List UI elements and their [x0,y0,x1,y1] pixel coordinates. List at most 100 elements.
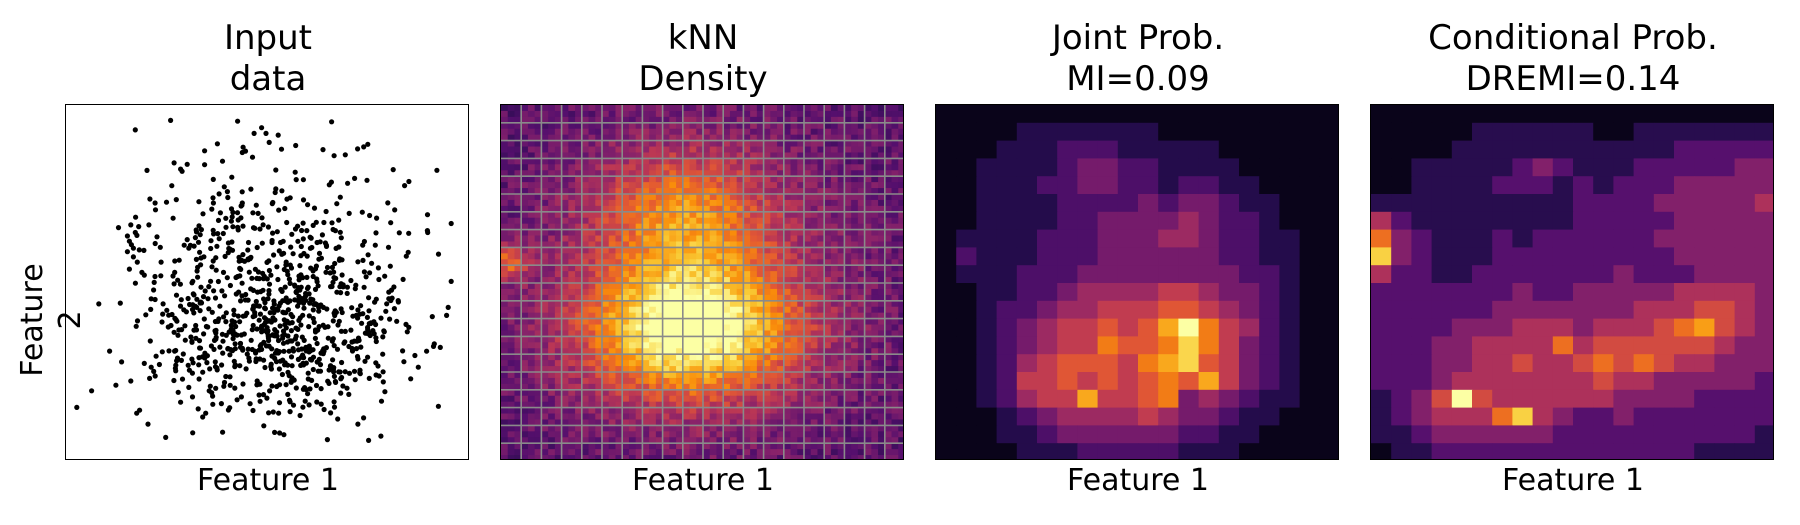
density-cell [716,330,724,337]
density-cell [608,401,617,409]
density-cell [810,330,819,337]
density-cell [628,188,637,195]
density-cell [743,205,751,213]
density-cell [723,407,731,415]
density-cell [797,419,805,426]
density-cell [588,300,596,308]
density-cell [622,271,630,278]
density-cell [884,283,893,290]
density-cell [884,158,893,165]
density-cell [588,407,596,415]
scatter-point [241,331,247,337]
density-cell [783,122,792,130]
density-cell [864,401,872,409]
density-cell [777,455,785,459]
density-cell [662,300,670,308]
density-cell [575,116,583,124]
density-cell [689,425,697,432]
density-cell [649,188,657,195]
density-cell [723,128,731,136]
density-cell [783,229,792,237]
density-cell [581,377,590,385]
scatter-point [235,273,241,280]
scatter-point [297,263,303,269]
heatmap-cell [936,229,957,248]
density-cell [783,395,792,403]
density-cell [878,271,886,278]
density-cell [777,194,785,201]
density-cell [669,253,677,260]
density-cell [703,140,711,148]
density-cell [521,300,529,308]
density-cell [541,318,549,326]
density-cell [696,288,704,296]
density-cell [655,235,664,243]
density-cell [716,306,724,314]
density-cell [602,205,610,213]
density-cell [891,277,899,284]
density-cell [736,300,744,308]
density-cell [763,425,771,432]
density-cell [642,455,650,459]
density-cell [501,217,509,225]
scatter-plot-area [65,104,469,460]
density-cell [878,372,886,379]
density-cell [857,247,866,254]
density-cell [703,324,711,332]
scatter-point [340,284,346,290]
density-cell [716,105,724,112]
density-cell [602,194,610,201]
density-cell [777,395,785,403]
density-cell [871,306,879,314]
density-cell [743,401,751,409]
scatter-point [283,262,289,268]
density-cell [581,300,590,308]
density-cell [507,342,516,349]
density-cell [857,188,866,195]
heatmap-cell [1299,211,1321,231]
density-cell [655,318,664,326]
density-cell [763,377,771,385]
density-cell [521,348,529,355]
density-cell [669,116,677,124]
scatter-point [246,269,252,275]
density-cell [756,336,765,343]
density-cell [756,449,765,456]
density-cell [884,122,893,130]
density-cell [804,312,812,320]
density-cell [703,389,711,397]
density-cell [824,336,832,343]
density-cell [837,235,845,243]
heatmap-cell [1259,318,1280,337]
density-cell [703,164,711,171]
density-cell [575,401,583,409]
density-cell [898,342,903,349]
density-cell [729,176,738,183]
density-cell [878,134,886,142]
density-cell [857,170,866,177]
density-cell [790,122,798,130]
density-cell [770,229,778,237]
density-cell [615,152,623,159]
density-cell [655,377,664,385]
scatter-point [317,362,324,368]
density-cell [729,437,738,444]
density-cell [595,170,603,177]
density-cell [871,419,879,426]
density-cell [548,229,556,237]
density-cell [824,324,832,332]
scatter-point [157,244,163,250]
scatter-point [202,162,208,168]
density-cell [709,194,718,201]
density-cell [844,443,852,450]
density-cell [628,283,637,290]
scatter-point [265,335,271,341]
scatter-point [216,191,222,197]
density-cell [844,205,852,213]
density-cell [703,116,711,124]
density-cell [521,229,529,237]
density-cell [642,205,650,213]
scatter-point [275,132,281,138]
density-cell [817,182,825,189]
density-cell [568,443,576,450]
